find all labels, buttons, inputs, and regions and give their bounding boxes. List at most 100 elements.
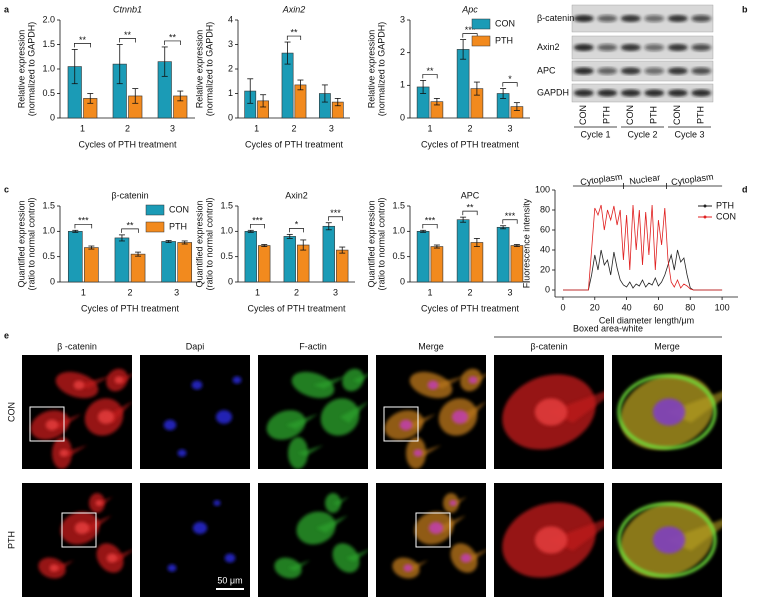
- nucleus: [177, 449, 187, 457]
- cell-process: [286, 413, 318, 430]
- error-bar: [460, 39, 467, 60]
- bar: [496, 226, 510, 283]
- y-tick-label: 0: [228, 112, 233, 122]
- significance-bracket: [286, 35, 302, 41]
- chart-title: Axin2: [282, 4, 306, 14]
- cell-process: [333, 496, 349, 506]
- bar: [84, 247, 99, 283]
- blot-row-label: APC: [537, 65, 556, 75]
- region-label: Nuclear: [629, 172, 661, 186]
- micrograph: [22, 355, 132, 469]
- x-axis-label: Cycles of PTH treatment: [245, 139, 344, 149]
- nucleus: [74, 521, 90, 535]
- error-bar: [181, 240, 188, 245]
- cell-process: [77, 375, 113, 389]
- group-label: Cycle 3: [674, 129, 704, 139]
- blot-row-label: GAPDH: [537, 87, 569, 97]
- error-bar: [334, 98, 341, 107]
- error-bar: [513, 102, 520, 111]
- boxed-area: [415, 512, 451, 548]
- lane-label: PTH: [696, 106, 706, 124]
- error-bar: [420, 80, 427, 94]
- error-bar: [286, 233, 293, 239]
- panel-label: c: [4, 184, 9, 194]
- significance-bracket: [164, 40, 181, 45]
- error-bar: [420, 229, 427, 233]
- chart-title: β-catenin: [111, 190, 148, 200]
- cell-process: [431, 375, 467, 389]
- x-tick-label: 100: [715, 302, 730, 312]
- x-tick-label: 2: [127, 287, 132, 297]
- y-axis-label: (normalized to GAPDH): [204, 22, 214, 117]
- micrograph: [376, 483, 486, 597]
- nucleus: [45, 419, 59, 431]
- chart-title: Axin2: [285, 190, 308, 200]
- x-tick-label: 2: [467, 287, 472, 297]
- column-header: Dapi: [186, 341, 205, 351]
- error-bar: [433, 244, 440, 249]
- group-label: Cycle 1: [580, 129, 610, 139]
- bar: [244, 231, 257, 283]
- x-tick-label: 3: [174, 287, 179, 297]
- cell-edge: [617, 502, 717, 578]
- blot-band: [573, 67, 594, 75]
- y-tick-label: 1.0: [220, 226, 233, 236]
- y-tick-label: 4: [228, 14, 233, 24]
- error-bar: [161, 46, 168, 77]
- lane-label: PTH: [649, 106, 659, 124]
- x-tick-label: 1: [80, 123, 85, 133]
- y-tick-label: 20: [540, 264, 550, 274]
- significance-label: **: [290, 27, 298, 37]
- data-line: [563, 249, 723, 291]
- significance-bracket: [328, 216, 343, 221]
- error-bar: [247, 229, 254, 233]
- region-label: Cytoplasm: [671, 171, 714, 187]
- lane-label: CON: [672, 105, 682, 125]
- legend-marker: [703, 215, 707, 219]
- nucleus: [428, 521, 444, 535]
- nucleus: [652, 398, 686, 426]
- x-tick-label: 60: [653, 302, 663, 312]
- nucleus: [215, 410, 233, 424]
- x-tick-label: 3: [507, 287, 512, 297]
- bar: [114, 237, 130, 283]
- nucleus: [59, 449, 69, 457]
- boxed-area: [383, 406, 419, 442]
- y-tick-label: 1.0: [42, 63, 55, 73]
- significance-label: **: [124, 30, 132, 40]
- significance-label: ***: [78, 216, 89, 226]
- micrograph: [612, 355, 722, 469]
- y-axis-label: Quantified expression: [16, 200, 26, 287]
- x-tick-label: 3: [507, 123, 512, 133]
- micrograph: [258, 483, 368, 597]
- nucleus: [403, 564, 413, 572]
- significance-label: ***: [505, 211, 516, 221]
- x-tick-label: 3: [333, 287, 338, 297]
- nucleus: [224, 553, 236, 563]
- legend-label: CON: [169, 204, 189, 214]
- error-bar: [260, 94, 267, 108]
- error-bar: [300, 239, 307, 251]
- nucleus: [167, 564, 177, 572]
- micrograph: [140, 355, 250, 469]
- error-bar: [135, 251, 142, 257]
- error-bar: [339, 246, 346, 254]
- blot-band: [597, 15, 618, 22]
- y-tick-label: 0.5: [42, 88, 55, 98]
- significance-label: ***: [465, 25, 476, 35]
- significance-label: ***: [425, 216, 436, 226]
- nucleus: [106, 553, 118, 563]
- column-header: F-actin: [299, 341, 327, 351]
- error-bar: [460, 216, 467, 223]
- data-line: [563, 204, 723, 291]
- cell-process: [288, 560, 311, 571]
- significance-label: *: [508, 74, 512, 84]
- blot-band: [573, 44, 594, 51]
- significance-label: **: [126, 220, 134, 230]
- bar: [177, 242, 193, 283]
- blot-row-label: Axin2: [537, 42, 560, 52]
- blot-strip: [571, 60, 714, 82]
- cell-process: [316, 515, 348, 533]
- significance-bracket: [422, 74, 438, 79]
